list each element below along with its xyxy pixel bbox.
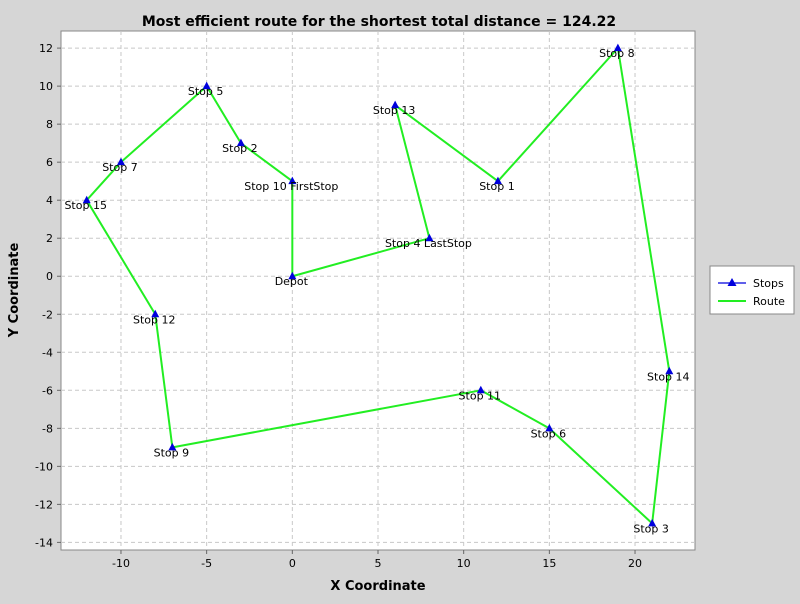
stop-marker <box>168 442 177 451</box>
stop-label: Stop 9 <box>154 446 190 459</box>
stop-label: Stop 10 FirstStop <box>244 180 338 193</box>
legend-box <box>709 265 795 315</box>
stop-label: Stop 15 <box>64 199 107 212</box>
stop-label: Stop 8 <box>599 47 635 60</box>
y-axis-ticks: -14 -12 -10 -8 -6 -4 -2 0 2 4 6 8 10 12 <box>35 42 61 549</box>
stop-label: Stop 4 LastStop <box>385 237 472 250</box>
stop-marker <box>202 81 211 90</box>
y-tick-label: -4 <box>42 346 53 359</box>
stop-marker <box>151 309 160 318</box>
x-axis-label: X Coordinate <box>330 579 425 594</box>
legend-stops-triangle-icon <box>727 278 737 286</box>
x-tick-label: 5 <box>375 557 382 570</box>
stop-label: Stop 12 <box>133 313 176 326</box>
stop-marker <box>288 271 297 280</box>
stop-label: Stop 14 <box>647 370 690 383</box>
stop-marker <box>476 385 485 394</box>
y-tick-label: 6 <box>46 156 53 169</box>
y-tick-label: 4 <box>46 194 53 207</box>
y-axis-label: Y Coordinate <box>7 243 22 339</box>
stop-label: Stop 13 <box>373 104 416 117</box>
x-axis-ticks: -10 -5 0 5 10 15 20 <box>112 550 642 570</box>
x-tick-label: 20 <box>628 557 642 570</box>
stop-label: Stop 11 <box>459 389 502 402</box>
y-tick-label: -6 <box>42 384 53 397</box>
y-tick-label: 12 <box>39 42 53 55</box>
stop-marker <box>425 233 434 242</box>
y-tick-label: -8 <box>42 422 53 435</box>
stop-marker <box>391 100 400 109</box>
y-tick-label: -12 <box>35 498 53 511</box>
legend: Stops Route <box>709 265 795 315</box>
stop-marker <box>613 43 622 52</box>
stop-marker <box>648 518 657 527</box>
y-tick-label: -2 <box>42 308 53 321</box>
y-tick-label: 0 <box>46 270 53 283</box>
y-tick-label: -14 <box>35 536 53 549</box>
y-tick-label: 8 <box>46 118 53 131</box>
stop-label: Stop 1 <box>479 180 515 193</box>
x-tick-label: -5 <box>201 557 212 570</box>
y-tick-label: -10 <box>35 460 53 473</box>
stop-label: Stop 2 <box>222 142 258 155</box>
stop-marker <box>493 176 502 185</box>
stop-label: Stop 6 <box>531 427 567 440</box>
stop-marker <box>665 366 674 375</box>
legend-stops-label: Stops <box>753 277 784 290</box>
stop-marker <box>82 195 91 204</box>
stop-label: Stop 3 <box>633 522 669 535</box>
label-layer: Depot Stop 1 Stop 2 Stop 3 Stop 4 LastStop St… <box>64 47 689 535</box>
x-tick-label: 15 <box>542 557 556 570</box>
stop-label: Stop 5 <box>188 85 224 98</box>
stop-label: Depot <box>275 275 309 288</box>
x-tick-label: 10 <box>457 557 471 570</box>
stop-marker <box>545 423 554 432</box>
y-tick-label: 2 <box>46 232 53 245</box>
point-layer <box>82 43 674 527</box>
legend-route-label: Route <box>753 295 785 308</box>
stop-label: Stop 7 <box>102 161 138 174</box>
stop-marker <box>288 176 297 185</box>
x-tick-label: 0 <box>289 557 296 570</box>
y-tick-label: 10 <box>39 80 53 93</box>
grid-layer <box>61 31 695 550</box>
stop-marker <box>116 157 125 166</box>
chart-title: Most efficient route for the shortest to… <box>142 14 616 30</box>
stop-marker <box>236 138 245 147</box>
x-tick-label: -10 <box>112 557 130 570</box>
